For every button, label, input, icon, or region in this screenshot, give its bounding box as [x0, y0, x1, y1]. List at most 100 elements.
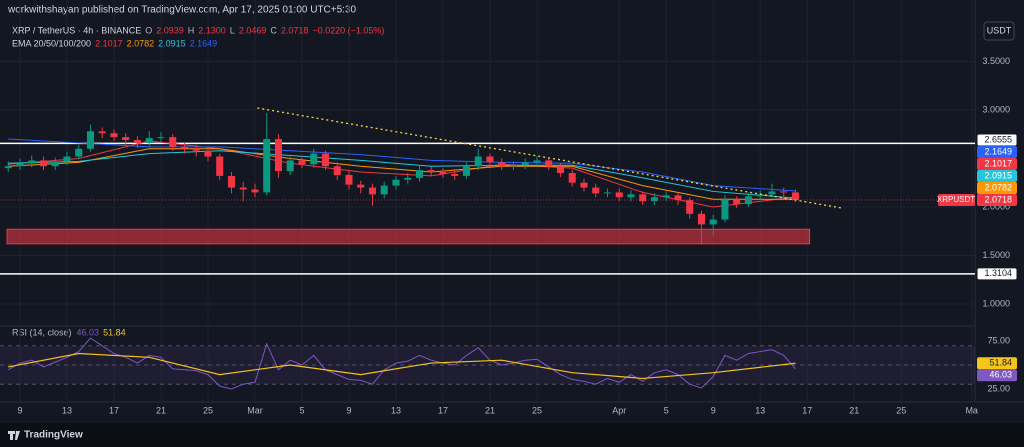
candle-body [110, 133, 118, 138]
x-tick-label: 17 [438, 405, 448, 415]
candle-body [791, 192, 799, 200]
price-badge-label: 2.1017 [984, 158, 1012, 168]
candle-body [310, 153, 318, 165]
candle-body [709, 219, 717, 225]
candle-body [427, 170, 435, 173]
candle-body [474, 156, 482, 167]
candle-body [216, 156, 224, 176]
rsi-badge-label: 51.84 [989, 358, 1012, 368]
rsi-value: 46.03 [77, 327, 100, 337]
price-badge [977, 169, 1017, 182]
ticker: XRPUSDT [937, 195, 975, 204]
candle-body [380, 185, 388, 195]
rsi-ma-value: 51.84 [103, 327, 126, 337]
candle-body [392, 179, 400, 186]
trendline [257, 107, 842, 209]
price-badge-label: 2.0782 [984, 182, 1012, 192]
ohlc-key: H [188, 25, 195, 35]
price-badge-label: 2.1649 [984, 146, 1012, 156]
x-tick-label: 17 [802, 405, 812, 415]
change: −0.0220 (−1.05%) [312, 25, 384, 35]
candle-body [16, 163, 24, 167]
price-badge-label: 2.0718 [984, 194, 1012, 204]
candle-body [39, 160, 47, 167]
candle-body [86, 131, 94, 149]
candle-body [204, 150, 212, 157]
candle-body [169, 137, 177, 147]
candle-body [263, 139, 271, 193]
candle-body [556, 166, 564, 174]
currency-button[interactable] [983, 21, 1015, 41]
candle-body [345, 174, 353, 185]
y-tick-label: 3.5000 [982, 56, 1010, 66]
candle-body [439, 172, 447, 174]
candle-body [603, 192, 611, 194]
rsi-name: RSI (14, close) [12, 327, 72, 337]
candle-body [192, 148, 200, 151]
candle-body [145, 138, 153, 143]
x-tick-label: 21 [849, 405, 859, 415]
price-badge-label: 2.0915 [984, 170, 1012, 180]
currency[interactable]: USDT [987, 25, 1012, 35]
candle-body [533, 160, 541, 163]
ohlc-value: 2.0939 [156, 25, 184, 35]
candle-body [415, 170, 423, 178]
candle-body [239, 187, 247, 190]
candle-body [357, 184, 365, 188]
candle-body [333, 166, 341, 175]
y-tick-label: 1.5000 [982, 250, 1010, 260]
candle-body [662, 195, 670, 198]
candle-body [157, 137, 165, 139]
x-tick-label: 5 [664, 405, 669, 415]
candle-body [639, 194, 647, 202]
rsi-badge [977, 357, 1017, 370]
candle-body [545, 160, 553, 167]
candle-body [486, 156, 494, 163]
rsi-tick-label: 75.00 [987, 335, 1010, 345]
ticker-badge [938, 193, 975, 206]
ohlc-value: 2.0718 [281, 25, 309, 35]
price-badge [976, 267, 1018, 281]
x-tick-label: 9 [711, 405, 716, 415]
candle-body [133, 140, 141, 143]
candle-body [509, 165, 517, 167]
rsi-ma-line [8, 352, 796, 380]
candle-body [63, 156, 71, 162]
y-tick-label: 3.0000 [982, 104, 1010, 114]
price-badge [977, 181, 1017, 194]
candle-body [51, 161, 59, 167]
x-tick-label: 9 [17, 405, 22, 415]
rsi-badge-label: 46.03 [989, 370, 1012, 380]
candle-body [122, 137, 130, 141]
x-tick-label: 9 [346, 405, 351, 415]
price-badge [977, 145, 1017, 158]
x-tick-label: 17 [109, 405, 119, 415]
candle-body [274, 139, 282, 172]
x-tick-label: 21 [156, 405, 166, 415]
candle-body [404, 177, 412, 180]
y-tick-label: 1.0000 [982, 298, 1010, 308]
candle-body [580, 182, 588, 188]
candle-body [780, 191, 788, 193]
rsi-tick-label: 25.00 [987, 383, 1010, 393]
candle-body [521, 162, 529, 166]
candle-body [75, 148, 83, 157]
ema-name: EMA 20/50/100/200 [12, 38, 91, 48]
candle-body [721, 199, 729, 220]
brand-logo [8, 431, 20, 440]
ohlc-value: 2.0469 [239, 25, 267, 35]
candle-body [615, 192, 623, 198]
symbol: XRP / TetherUS · 4h · BINANCE [12, 25, 141, 35]
ohlc-key: O [145, 25, 152, 35]
candle-body [568, 173, 576, 183]
candle-body [4, 166, 12, 169]
footer-bar [0, 423, 1024, 447]
x-tick-label: Ma [965, 405, 978, 415]
ema-value: 2.1649 [190, 38, 218, 48]
candle-body [251, 189, 259, 193]
price-badge-label: 2.6555 [984, 134, 1012, 144]
ema-value: 2.0782 [127, 38, 155, 48]
candle-body [592, 187, 600, 194]
